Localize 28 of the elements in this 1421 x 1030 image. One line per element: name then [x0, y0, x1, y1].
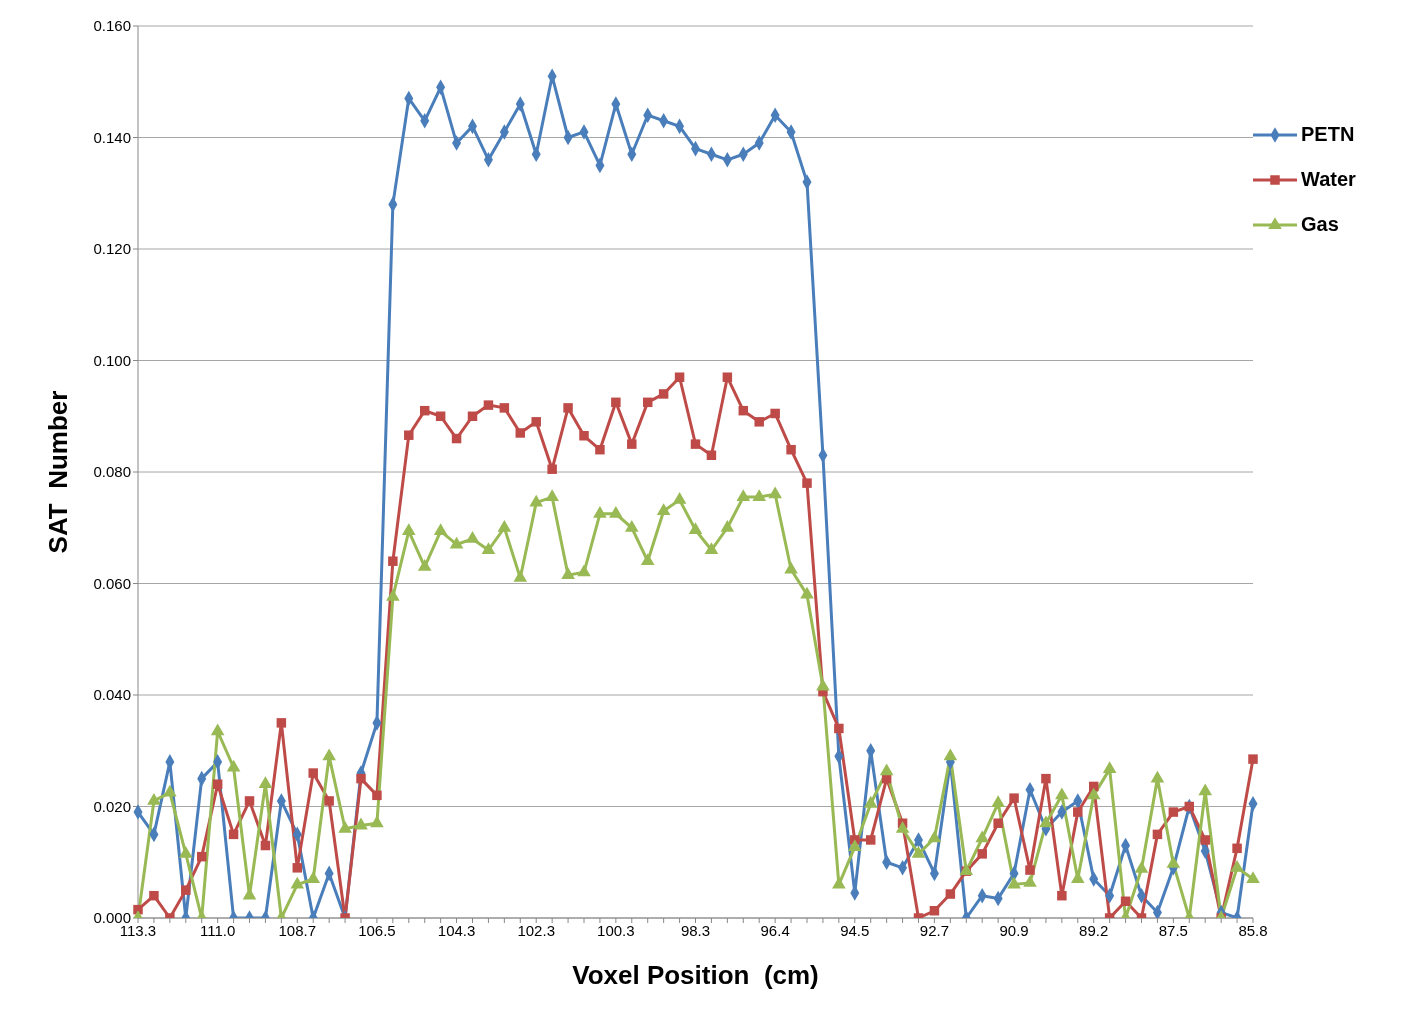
x-tick-label: 89.2	[1079, 921, 1109, 939]
x-axis-title: Voxel Position (cm)	[572, 960, 819, 990]
legend-label: Gas	[1301, 213, 1339, 236]
y-tick-label: 0.120	[93, 240, 131, 258]
x-tick-label: 102.3	[517, 921, 555, 939]
x-tick-label: 92.7	[919, 921, 950, 939]
y-tick-label: 0.140	[93, 128, 131, 146]
x-tick-label: 94.5	[840, 921, 870, 939]
x-tick-label: 108.7	[278, 921, 317, 939]
y-axis-title: SAT Number	[42, 390, 73, 554]
x-tick-label: 85.8	[1238, 921, 1268, 939]
x-tick-label: 98.3	[680, 921, 711, 939]
y-tick-label: 0.060	[93, 574, 131, 592]
y-tick-label: 0.160	[93, 17, 131, 35]
x-tick-label: 111.0	[199, 921, 236, 939]
y-tick-label: 0.080	[93, 463, 131, 481]
x-tick-label: 90.9	[999, 921, 1029, 939]
x-tick-label: 104.3	[437, 921, 476, 939]
legend-label: PETN	[1301, 123, 1355, 146]
y-tick-label: 0.000	[93, 909, 131, 927]
x-tick-label: 100.3	[597, 921, 635, 939]
x-tick-label: 96.4	[760, 921, 790, 939]
y-tick-label: 0.100	[93, 351, 131, 369]
y-tick-label: 0.020	[93, 797, 131, 815]
x-tick-label: 87.5	[1158, 921, 1188, 939]
y-tick-label: 0.040	[93, 686, 131, 704]
legend-label: Water	[1301, 168, 1356, 191]
x-tick-label: 106.5	[358, 921, 396, 939]
